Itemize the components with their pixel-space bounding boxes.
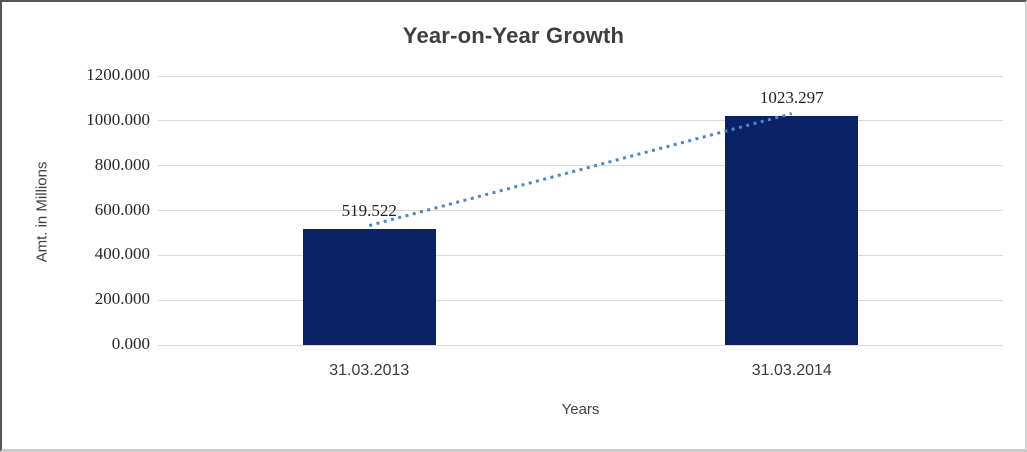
bar-31.03.2013 — [302, 228, 436, 345]
gridline — [158, 165, 1003, 167]
y-tick-label: 1000.000 — [86, 109, 150, 129]
gridline — [158, 210, 1003, 211]
y-tick-label: 200.000 — [94, 289, 150, 309]
gridline — [158, 344, 1003, 346]
gridline — [158, 254, 1003, 256]
x-tick-label: 31.03.2014 — [751, 362, 832, 379]
bar-31.03.2014 — [725, 115, 859, 345]
x-axis-title: Years — [561, 401, 600, 418]
y-tick-label: 0.000 — [111, 334, 150, 353]
x-tick-label: 31.03.2013 — [329, 362, 410, 379]
gridline — [158, 120, 1003, 122]
trendline — [368, 112, 793, 227]
chart-title: Year-on-Year Growth — [402, 23, 625, 48]
bar-data-label: 1023.297 — [759, 87, 824, 107]
bar-data-label: 519.522 — [341, 200, 397, 220]
gridline — [158, 75, 1003, 77]
y-tick-label: 1200.000 — [86, 65, 150, 84]
gridline — [158, 299, 1003, 301]
plot-area — [158, 75, 1003, 346]
y-tick-label: 400.000 — [94, 244, 150, 264]
y-tick-label: 600.000 — [94, 199, 150, 219]
y-tick-label: 800.000 — [94, 154, 150, 174]
